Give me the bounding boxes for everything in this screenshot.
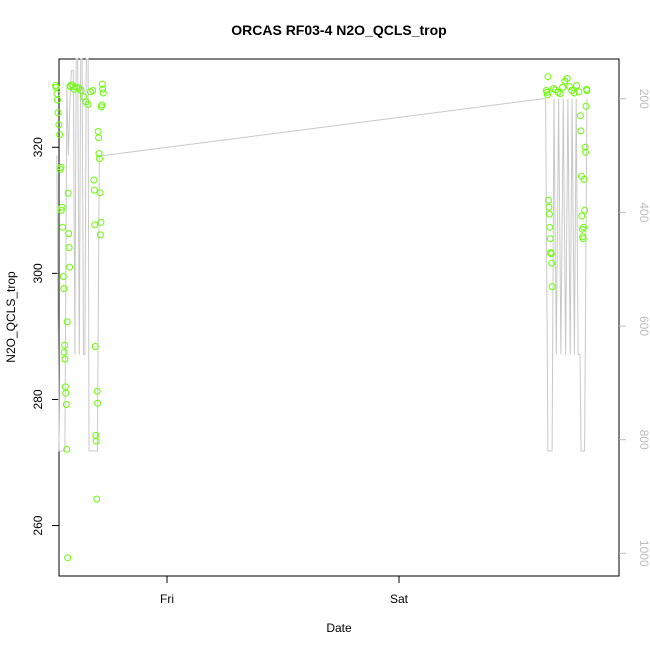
data-point [61, 341, 69, 349]
data-point [84, 100, 92, 108]
data-point [94, 399, 102, 407]
data-point [582, 148, 589, 156]
right-y-axis: 200 400 600 800 1000 [619, 89, 650, 567]
x-axis-label: Date [326, 621, 352, 635]
x-tick-label-sat: Sat [390, 592, 409, 606]
data-point [60, 285, 68, 292]
data-point [89, 87, 97, 94]
data-point [580, 175, 588, 183]
data-point [55, 121, 63, 129]
data-point [583, 87, 591, 94]
data-point [566, 83, 573, 91]
data-point [90, 176, 98, 184]
data-point [576, 112, 584, 120]
data-point [57, 163, 65, 171]
data-point [64, 554, 72, 562]
data-point [544, 73, 552, 81]
data-point [579, 235, 587, 243]
data-point [93, 387, 101, 395]
data-point [563, 75, 571, 82]
data-point [62, 401, 70, 408]
data-point [63, 445, 71, 453]
data-point [95, 134, 103, 142]
data-point [98, 101, 106, 109]
data-point [59, 223, 67, 231]
y-tick-label-300: 300 [31, 263, 45, 283]
data-point [544, 196, 552, 204]
data-point [90, 186, 98, 194]
y-tick-label-320: 320 [31, 137, 45, 157]
data-point [99, 89, 107, 97]
data-point [54, 109, 62, 117]
data-point [58, 203, 66, 211]
data-point [581, 206, 589, 214]
data-point [77, 87, 85, 94]
data-point [92, 437, 100, 445]
data-point [580, 223, 588, 231]
x-tick-label-fri: Fri [160, 592, 174, 606]
data-point [573, 82, 580, 89]
data-point [578, 225, 586, 233]
data-point [65, 244, 73, 251]
data-point [56, 131, 64, 139]
data-point [63, 318, 71, 326]
data-point [98, 80, 106, 88]
data-point [91, 221, 99, 229]
data-point [545, 210, 553, 218]
data-point [93, 495, 101, 503]
data-point [97, 218, 105, 226]
right-tick-label-1000: 1000 [637, 540, 650, 567]
plot-frame [58, 58, 620, 577]
data-point [575, 88, 583, 96]
right-tick-label-200: 200 [637, 89, 650, 109]
data-point [96, 155, 103, 163]
data-point [546, 235, 554, 243]
y-axis: 260 280 300 320 [31, 137, 59, 536]
data-point [62, 389, 70, 397]
right-tick-label-400: 400 [637, 202, 650, 222]
y-tick-label-260: 260 [31, 515, 45, 535]
data-point [581, 143, 589, 151]
data-point [577, 127, 585, 135]
data-point [582, 102, 590, 110]
data-point [543, 88, 551, 96]
data-point [545, 203, 553, 211]
data-point [57, 206, 65, 214]
pressure-line-layer [56, 58, 588, 452]
right-tick-label-600: 600 [637, 316, 650, 336]
data-point [578, 212, 586, 220]
y-axis-label: N2O_QCLS_trop [4, 271, 18, 363]
right-tick-label-800: 800 [637, 430, 650, 450]
data-point [544, 91, 551, 99]
chart-title: ORCAS RF03-4 N2O_QCLS_trop [231, 22, 446, 38]
data-point [91, 343, 99, 350]
data-point [99, 85, 107, 93]
data-point [65, 230, 73, 238]
data-point [61, 355, 69, 363]
data-point [95, 150, 103, 158]
data-point [54, 96, 61, 104]
data-point [70, 85, 78, 93]
data-point [64, 189, 72, 197]
data-point [94, 128, 102, 135]
data-point [559, 83, 567, 91]
data-point [556, 90, 564, 98]
data-point [547, 250, 555, 258]
pressure-line [56, 58, 588, 452]
data-point [66, 263, 74, 271]
data-point [548, 283, 556, 291]
data-point [548, 259, 556, 267]
data-point [60, 348, 68, 356]
data-point [546, 223, 554, 231]
data-point [59, 273, 67, 280]
data-point [96, 231, 104, 239]
data-point [570, 89, 578, 97]
data-point [96, 189, 104, 197]
y-tick-label-280: 280 [31, 389, 45, 409]
points-layer [52, 73, 591, 562]
x-axis: Fri Sat [160, 576, 409, 606]
